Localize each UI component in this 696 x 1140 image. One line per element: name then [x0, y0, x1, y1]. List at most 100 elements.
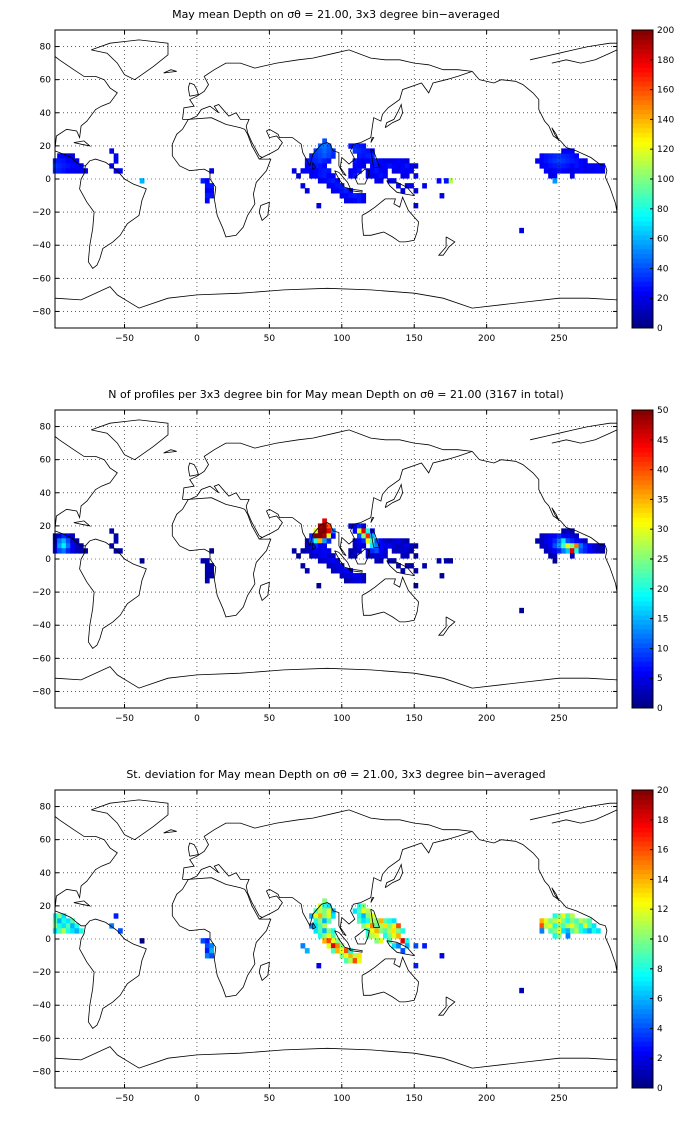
colorbar-tick-label: 40 — [657, 466, 669, 476]
heatmap-cell — [57, 158, 62, 164]
heatmap-cell — [326, 173, 332, 179]
colorbar-swatch — [632, 794, 653, 800]
colorbar-swatch — [632, 652, 653, 658]
y-tick-label: −60 — [32, 274, 51, 284]
x-tick-label: 200 — [478, 334, 495, 344]
colorbar-swatch — [632, 202, 653, 208]
heatmap-cell — [322, 933, 327, 939]
heatmap-cell — [330, 558, 336, 564]
coastline-segment — [471, 831, 618, 973]
heatmap-cell — [556, 918, 562, 924]
heatmap-cell — [313, 928, 319, 934]
heatmap-cell — [300, 183, 306, 189]
heatmap-cell — [309, 158, 314, 164]
heatmap-cell — [591, 928, 597, 934]
coastline-segment — [187, 462, 199, 477]
colorbar-tick-label: 50 — [657, 406, 669, 416]
heatmap-cell — [322, 558, 327, 564]
colorbar-swatch — [632, 30, 653, 36]
heatmap-cell — [374, 928, 380, 934]
coastline-segment — [551, 507, 560, 522]
heatmap-cell — [391, 923, 397, 929]
coastline-segment — [171, 497, 272, 618]
coastline-segment — [73, 900, 92, 907]
colorbar-swatch — [632, 206, 653, 213]
heatmap-cell — [391, 943, 397, 949]
heatmap-cell — [74, 168, 80, 174]
heatmap-cell — [322, 918, 327, 924]
heatmap-cell — [569, 913, 575, 919]
heatmap-cell — [396, 548, 401, 554]
heatmap-cell — [569, 928, 575, 934]
y-tick-label: 40 — [40, 489, 52, 499]
heatmap-cell — [413, 943, 419, 949]
heatmap-cell — [439, 953, 445, 959]
heatmap-cell — [61, 548, 67, 554]
heatmap-cell — [543, 533, 549, 539]
colorbar-tick-label: 25 — [657, 555, 668, 565]
colorbar-swatch — [632, 841, 653, 847]
heatmap-cell — [204, 563, 210, 569]
colorbar-swatch — [632, 610, 653, 616]
heatmap-cell — [326, 928, 332, 934]
heatmap-cell — [65, 928, 71, 934]
heatmap-cell — [565, 153, 571, 159]
heatmap-cell — [322, 903, 327, 909]
colorbar-swatch — [632, 318, 653, 324]
heatmap-cell — [374, 178, 380, 184]
colorbar-swatch — [632, 127, 653, 133]
heatmap-cell — [548, 533, 553, 539]
colorbar-swatch — [632, 614, 653, 621]
heatmap-cell — [74, 163, 80, 169]
heatmap-cell — [383, 173, 388, 179]
heatmap-cell — [413, 188, 419, 194]
heatmap-cell — [582, 548, 588, 554]
heatmap-cell — [339, 563, 345, 569]
colorbar-swatch — [632, 934, 653, 940]
colorbar-swatch — [632, 169, 653, 175]
heatmap-cell — [378, 178, 384, 184]
coastline — [54, 39, 618, 309]
colorbar-swatch — [632, 883, 653, 889]
colorbar-swatch — [632, 253, 653, 259]
heatmap-cell — [404, 943, 410, 949]
colorbar-swatch — [632, 1074, 653, 1080]
coastline-segment — [54, 56, 118, 150]
colorbar: 0 2 4 6 8 10 12 14 16 18 20 — [631, 786, 669, 1094]
heatmap-cell — [361, 153, 367, 159]
colorbar-tick-label: 60 — [657, 235, 669, 245]
heatmap-cell — [357, 548, 362, 554]
colorbar-swatch — [632, 1008, 653, 1014]
heatmap-cell — [118, 548, 123, 554]
colorbar-swatch — [632, 244, 653, 250]
colorbar-tick-label: 6 — [657, 995, 663, 1005]
coastline-segment — [182, 429, 473, 557]
heatmap-cell — [313, 553, 319, 559]
heatmap-cell — [543, 153, 549, 159]
colorbar-swatch — [632, 188, 653, 194]
heatmap-cell — [322, 178, 327, 184]
heatmap-cell — [365, 528, 371, 534]
heatmap-cell — [409, 543, 414, 549]
coastline-segment — [384, 863, 404, 889]
heatmap-cell — [370, 548, 375, 554]
heatmap-cell — [400, 168, 406, 174]
heatmap-cell — [578, 168, 584, 174]
heatmap-cell — [322, 533, 327, 539]
heatmap-cell — [378, 158, 384, 164]
x-tick-label: 100 — [333, 334, 350, 344]
heatmap-cell — [370, 148, 375, 154]
heatmap-cell — [343, 188, 349, 194]
heatmap-cell — [335, 948, 341, 954]
heatmap-cell — [400, 173, 406, 179]
y-tick-label: −40 — [32, 241, 51, 251]
heatmap-cell — [565, 163, 571, 169]
coastline-segment — [551, 887, 560, 902]
heatmap-cell — [378, 163, 384, 169]
heatmap-cell — [574, 153, 580, 159]
heatmap-cell — [352, 953, 358, 959]
heatmap-cell — [361, 148, 367, 154]
colorbar-swatch — [632, 850, 653, 856]
x-tick-label: 50 — [264, 714, 276, 724]
heatmap-cell — [387, 163, 393, 169]
